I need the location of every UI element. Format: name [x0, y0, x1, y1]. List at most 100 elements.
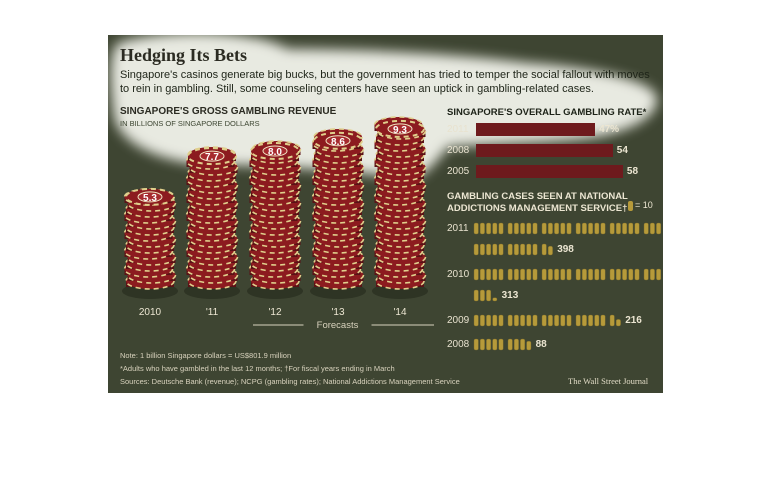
casino-chip-icon [588, 314, 593, 327]
note-conversion: Note: 1 billion Singapore dollars = US$8… [120, 351, 292, 360]
casino-chip-icon [554, 222, 559, 235]
casino-chip-icon [480, 243, 485, 256]
note-sources: Sources: Deutsche Bank (revenue); NCPG (… [120, 377, 460, 386]
casino-chip-icon [560, 314, 566, 327]
casino-chip-icon [609, 222, 615, 235]
casino-chip-icon [520, 338, 525, 351]
cases-year-label: 2010 [447, 269, 470, 280]
rate-value-label: 54 [616, 145, 628, 156]
casino-chip-icon [492, 222, 498, 235]
casino-chip-icon [582, 314, 587, 327]
casino-chip-icon [588, 268, 593, 281]
casino-chip-icon [616, 268, 621, 281]
casino-chip-icon [622, 268, 628, 281]
casino-chip-icon [575, 314, 581, 327]
x-tick-label: '12 [268, 307, 281, 318]
casino-chip-icon [492, 268, 498, 281]
casino-chip-icon [473, 289, 479, 302]
casino-chip-icon [643, 268, 649, 281]
chip-stack-bar [372, 116, 428, 299]
cases-value-label: 216 [625, 315, 642, 326]
bar-value-label: 8.6 [331, 137, 345, 148]
casino-chip-icon [548, 222, 553, 235]
rate-year-label: 2008 [447, 145, 470, 156]
casino-chip-icon [498, 338, 504, 351]
casino-chip-icon [575, 268, 581, 281]
bar-value-label: 9.3 [393, 125, 407, 136]
casino-chip-icon [514, 338, 519, 351]
casino-chip-icon [532, 243, 538, 256]
casino-chip-icon [566, 268, 572, 281]
cases-title-text: GAMBLING CASES SEEN AT NATIONAL ADDICTIO… [447, 191, 628, 214]
rate-bar [476, 123, 596, 136]
casino-chip-icon [554, 268, 559, 281]
gambling-rate-title: SINGAPORE'S OVERALL GAMBLING RATE* [447, 107, 647, 118]
casino-chip-icon [498, 222, 504, 235]
x-tick-label: '11 [206, 307, 219, 318]
x-tick-label: 2010 [139, 307, 162, 318]
chip-stack-bar [122, 187, 178, 299]
casino-chip-icon [575, 222, 581, 235]
casino-chip-icon [634, 268, 640, 281]
casino-chip-icon [548, 268, 553, 281]
casino-chip-icon [600, 268, 606, 281]
casino-chip-icon [622, 222, 628, 235]
x-tick-label: '14 [393, 307, 406, 318]
casino-chip-icon [486, 289, 491, 302]
casino-chip-icon [634, 222, 640, 235]
casino-chip-icon [526, 222, 532, 235]
casino-chip-icon [594, 222, 600, 235]
casino-chip-icon [486, 222, 491, 235]
cases-year-label: 2011 [447, 223, 469, 234]
infographic-panel: Hedging Its Bets Singapore's casinos gen… [108, 35, 663, 393]
casino-chip-icon [480, 268, 485, 281]
casino-chip-icon [650, 222, 655, 235]
chip-stack-bar [184, 146, 240, 299]
bar-value-label: 7.7 [205, 152, 219, 163]
cases-title-mark: † [622, 203, 628, 214]
casino-chip-icon [486, 268, 491, 281]
casino-chip-icon [486, 338, 491, 351]
chip-stack-bar [247, 140, 303, 299]
casino-chip-icon [520, 243, 525, 256]
casino-chip-icon [560, 268, 566, 281]
casino-chip-icon [520, 222, 525, 235]
casino-chip-icon [492, 297, 498, 302]
casino-chip-icon [548, 245, 553, 256]
casino-chip-icon [609, 268, 615, 281]
rate-bar [476, 165, 623, 178]
casino-chip-icon [609, 314, 615, 327]
casino-chip-icon [554, 314, 559, 327]
casino-chip-icon [480, 314, 485, 327]
note-footnotes: *Adults who have gambled in the last 12 … [120, 364, 395, 373]
casino-chip-icon [486, 243, 491, 256]
rate-year-label: 2011 [447, 124, 469, 135]
casino-chip-icon [498, 268, 504, 281]
casino-chip-icon [507, 314, 513, 327]
casino-chip-icon [507, 222, 513, 235]
casino-chip-icon [526, 341, 532, 351]
casino-chip-icon [628, 268, 634, 281]
casino-chip-icon [541, 243, 547, 256]
casino-chip-icon [532, 314, 538, 327]
casino-chip-icon [600, 222, 606, 235]
publisher-credit: The Wall Street Journal [568, 376, 649, 386]
casino-chip-icon [473, 268, 479, 281]
casino-chip-icon [541, 222, 547, 235]
chip-stack-bar [310, 128, 366, 299]
casino-chip-icon [566, 314, 572, 327]
casino-chip-icon [514, 243, 519, 256]
casino-chip-icon [473, 314, 479, 327]
casino-chip-icon [526, 268, 532, 281]
rate-value-label: 47% [599, 124, 620, 135]
casino-chip-icon [507, 338, 513, 351]
casino-chip-icon [480, 289, 485, 302]
casino-chip-icon [650, 268, 655, 281]
casino-chip-icon [582, 268, 587, 281]
casino-chip-icon [492, 243, 498, 256]
casino-chip-icon [520, 314, 525, 327]
casino-chip-icon [514, 314, 519, 327]
cases-value-label: 398 [557, 244, 574, 255]
cases-legend: = 10 [635, 200, 653, 210]
forecast-label: Forecasts [317, 320, 359, 331]
